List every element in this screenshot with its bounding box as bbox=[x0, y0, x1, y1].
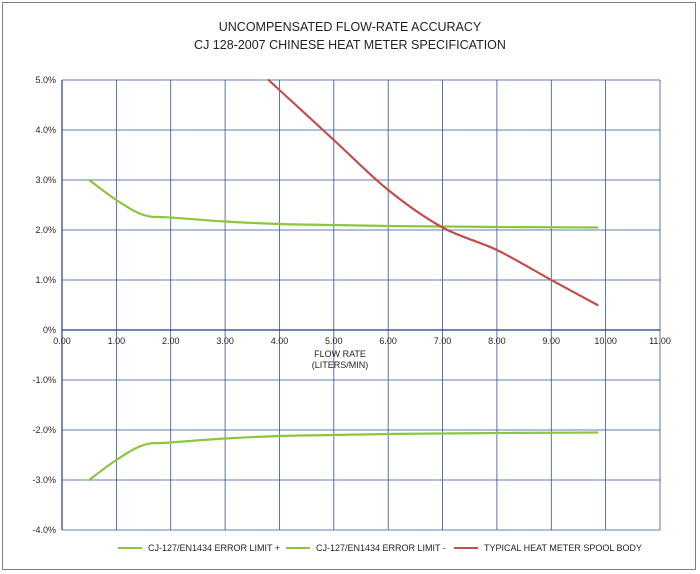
x-tick-label: 10.00 bbox=[594, 336, 617, 346]
x-tick-label: 6.00 bbox=[379, 336, 397, 346]
y-tick-label: 3.0% bbox=[35, 175, 56, 185]
y-tick-label: -1.0% bbox=[32, 375, 56, 385]
x-tick-label: 2.00 bbox=[162, 336, 180, 346]
y-tick-label: 2.0% bbox=[35, 225, 56, 235]
chart-subtitle: CJ 128-2007 CHINESE HEAT METER SPECIFICA… bbox=[194, 38, 506, 52]
x-tick-label: 3.00 bbox=[216, 336, 234, 346]
x-axis-label: FLOW RATE bbox=[314, 349, 366, 359]
y-tick-label: -3.0% bbox=[32, 475, 56, 485]
y-tick-label: -4.0% bbox=[32, 525, 56, 535]
y-tick-label: 5.0% bbox=[35, 75, 56, 85]
legend-label-limit-plus: CJ-127/EN1434 ERROR LIMIT + bbox=[148, 543, 281, 553]
chart-title-block: UNCOMPENSATED FLOW-RATE ACCURACY CJ 128-… bbox=[0, 18, 700, 54]
x-tick-label: 1.00 bbox=[108, 336, 126, 346]
legend-label-limit-minus: CJ-127/EN1434 ERROR LIMIT - bbox=[316, 543, 446, 553]
y-tick-label: 1.0% bbox=[35, 275, 56, 285]
legend-swatch-limit-minus bbox=[286, 547, 310, 549]
x-tick-label: 8.00 bbox=[488, 336, 506, 346]
y-tick-label: -2.0% bbox=[32, 425, 56, 435]
x-axis-label-block: FLOW RATE (LITERS/MIN) bbox=[280, 349, 400, 371]
legend: CJ-127/EN1434 ERROR LIMIT + CJ-127/EN143… bbox=[118, 543, 678, 559]
y-tick-label: 0% bbox=[43, 325, 56, 335]
x-tick-label: 5.00 bbox=[325, 336, 343, 346]
x-tick-label: 4.00 bbox=[271, 336, 289, 346]
legend-item-limit-minus: CJ-127/EN1434 ERROR LIMIT - bbox=[286, 543, 446, 553]
legend-item-spool-body: TYPICAL HEAT METER SPOOL BODY bbox=[454, 543, 642, 553]
x-axis-unit: (LITERS/MIN) bbox=[311, 360, 369, 370]
y-tick-label: 4.0% bbox=[35, 125, 56, 135]
legend-swatch-limit-plus bbox=[118, 547, 142, 549]
series-limit-minus-line bbox=[88, 431, 599, 482]
chart-title: UNCOMPENSATED FLOW-RATE ACCURACY bbox=[218, 20, 482, 34]
x-tick-label: 9.00 bbox=[543, 336, 561, 346]
plot-area bbox=[62, 80, 660, 530]
series-spool-body-line bbox=[267, 78, 599, 307]
x-tick-label: 0.00 bbox=[53, 336, 71, 346]
legend-item-limit-plus: CJ-127/EN1434 ERROR LIMIT + bbox=[118, 543, 280, 553]
series-limit-plus-line bbox=[88, 178, 599, 229]
x-tick-label: 11.00 bbox=[649, 336, 671, 346]
x-tick-label: 7.00 bbox=[434, 336, 452, 346]
legend-swatch-spool-body bbox=[454, 547, 478, 549]
legend-label-spool-body: TYPICAL HEAT METER SPOOL BODY bbox=[484, 543, 643, 553]
